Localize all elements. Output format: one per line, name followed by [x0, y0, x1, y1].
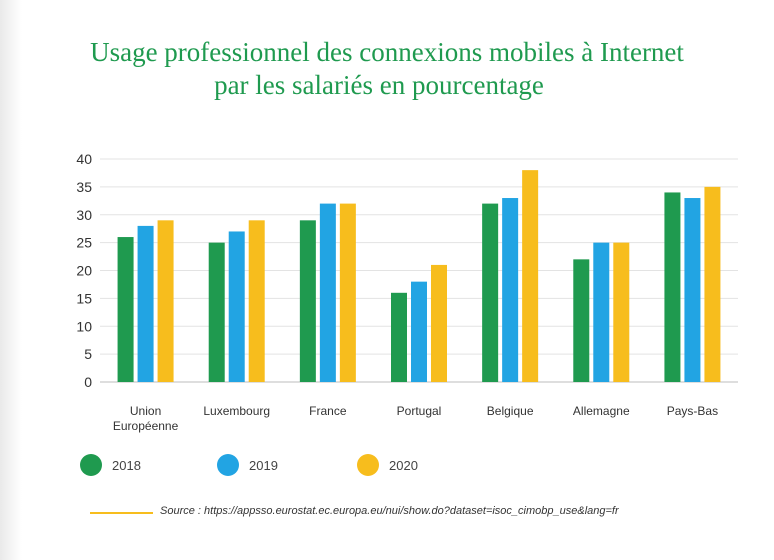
y-tick-label: 25 — [76, 235, 92, 251]
bar-2020-2 — [339, 203, 356, 382]
bar-2019-5 — [593, 242, 610, 382]
bar-chart: 0 5 10 15 20 25 30 35 40 Union Européenne Luxembour… — [76, 151, 738, 433]
y-tick-label: 0 — [84, 374, 92, 390]
bar-2020-5 — [613, 242, 630, 382]
x-category-label-line: Belgique — [487, 404, 534, 418]
bar-2018-5 — [573, 259, 590, 382]
bar-2018-6 — [664, 192, 681, 382]
legend-item-2018: 2018 — [80, 454, 141, 476]
bar-2020-0 — [157, 220, 174, 382]
x-category-label: Luxembourg — [203, 404, 270, 418]
bar-2018-3 — [391, 292, 407, 382]
bar-2019-2 — [319, 203, 336, 382]
y-tick-label: 5 — [84, 346, 92, 362]
x-category-label: France — [309, 404, 347, 418]
y-tick-label: 35 — [76, 179, 92, 195]
legend-label-2018: 2018 — [112, 457, 141, 473]
bar-2019-4 — [502, 198, 519, 382]
bar-2019-3 — [411, 281, 427, 382]
left-shade — [0, 0, 22, 560]
legend-swatch-2018 — [80, 454, 102, 476]
legend-swatch-2019 — [217, 454, 239, 476]
chart-title-line2: par les salariés en pourcentage — [214, 70, 544, 100]
bar-2019-1 — [228, 231, 245, 382]
x-category-label-line: Luxembourg — [203, 404, 270, 418]
y-tick-label: 40 — [76, 151, 92, 167]
bar-2020-1 — [248, 220, 265, 382]
x-category-label: Belgique — [487, 404, 534, 418]
x-category-label-line: Allemagne — [573, 404, 630, 418]
bar-2018-4 — [482, 203, 499, 382]
legend-label-2020: 2020 — [389, 457, 418, 473]
y-tick-label: 15 — [76, 290, 92, 306]
y-tick-label: 20 — [76, 263, 92, 279]
bar-2019-0 — [137, 225, 154, 382]
legend-swatch-2020 — [357, 454, 379, 476]
x-category-label-line: Portugal — [397, 404, 442, 418]
chart-title-line1: Usage professionnel des connexions mobil… — [90, 37, 684, 67]
y-tick-label: 30 — [76, 207, 92, 223]
x-category-label: Pays-Bas — [667, 404, 718, 418]
source-note: Source : https://appsso.eurostat.ec.euro… — [160, 505, 619, 517]
source-divider — [90, 512, 153, 514]
bar-2020-6 — [704, 186, 721, 382]
x-category-label-line: Pays-Bas — [667, 404, 718, 418]
legend-item-2019: 2019 — [217, 454, 278, 476]
bar-2020-3 — [431, 264, 447, 382]
x-category-label: Portugal — [397, 404, 442, 418]
legend-item-2020: 2020 — [357, 454, 418, 476]
bar-2018-0 — [117, 237, 134, 382]
x-category-label-line: Européenne — [113, 419, 179, 433]
bar-2018-2 — [299, 220, 316, 382]
legend-label-2019: 2019 — [249, 457, 278, 473]
x-category-label-line: Union — [130, 404, 161, 418]
y-tick-label: 10 — [76, 318, 92, 334]
x-category-label: Allemagne — [573, 404, 630, 418]
bar-2020-4 — [522, 170, 539, 382]
x-category-label-line: France — [309, 404, 347, 418]
bar-2019-6 — [684, 198, 701, 382]
bar-2018-1 — [208, 242, 225, 382]
x-category-label: Union Européenne — [113, 404, 179, 433]
